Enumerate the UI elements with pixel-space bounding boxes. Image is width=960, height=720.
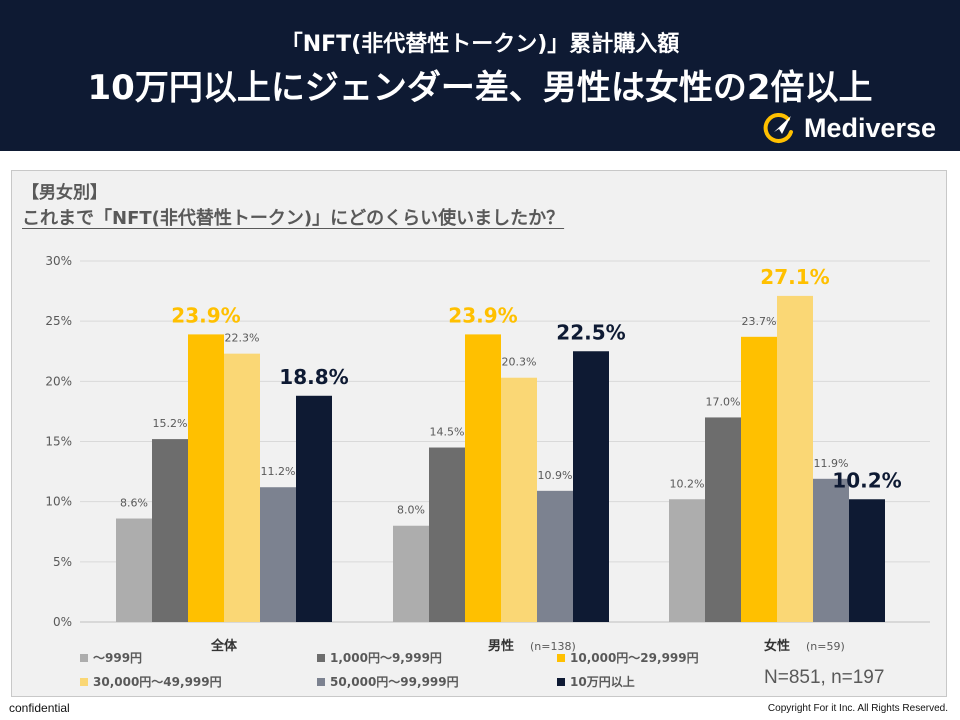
header-subtitle: 「NFT(非代替性トークン)」累計購入額 — [280, 32, 680, 57]
data-label-highlight: 10.2% — [832, 468, 901, 492]
x-category-n-label: (n=138) — [530, 640, 576, 653]
bar — [116, 518, 152, 622]
bar — [296, 395, 332, 622]
data-label: 11.9% — [814, 457, 849, 470]
data-label: 23.7% — [742, 315, 777, 328]
legend-label: 30,000円～49,999円 — [93, 675, 222, 689]
header-title: 10万円以上にジェンダー差、男性は女性の2倍以上 — [87, 68, 873, 108]
legend-swatch — [317, 654, 325, 662]
data-label: 8.0% — [397, 504, 425, 517]
y-tick-label: 15% — [45, 435, 72, 449]
bar — [188, 334, 224, 622]
brand-name: Mediverse — [804, 112, 937, 143]
bar — [849, 499, 885, 622]
x-category-n-label: (n=59) — [806, 640, 845, 653]
data-label-highlight: 18.8% — [279, 365, 348, 389]
y-tick-label: 10% — [45, 495, 72, 509]
y-tick-label: 30% — [45, 254, 72, 268]
bar — [777, 295, 813, 622]
brand-logo: Mediverse — [762, 110, 936, 146]
bar — [152, 439, 188, 622]
header-banner — [0, 0, 960, 151]
bar — [501, 377, 537, 622]
y-tick-label: 0% — [53, 615, 72, 629]
data-label: 20.3% — [502, 356, 537, 369]
data-label-highlight: 23.9% — [171, 303, 240, 327]
bar — [669, 499, 705, 622]
bar — [741, 336, 777, 622]
bar — [429, 447, 465, 622]
data-label: 22.3% — [225, 332, 260, 345]
bar — [537, 490, 573, 622]
x-category-label: 全体 — [210, 638, 238, 654]
data-label-highlight: 23.9% — [448, 303, 517, 327]
bar — [813, 478, 849, 622]
x-category-label: 男性 — [488, 638, 514, 654]
y-tick-label: 5% — [53, 555, 72, 569]
bar — [393, 525, 429, 622]
legend-swatch — [557, 654, 565, 662]
legend-swatch — [80, 678, 88, 686]
data-label: 17.0% — [706, 395, 741, 408]
footer-copyright: Copyright For it Inc. All Rights Reserve… — [767, 703, 948, 714]
data-label-highlight: 22.5% — [556, 320, 625, 344]
bar — [465, 334, 501, 622]
legend-label: 1,000円～9,999円 — [330, 651, 442, 665]
data-label-highlight: 27.1% — [760, 265, 829, 289]
legend-swatch — [317, 678, 325, 686]
data-label: 14.5% — [430, 426, 465, 439]
legend-label: ～999円 — [93, 651, 142, 665]
legend-label: 50,000円～99,999円 — [330, 675, 459, 689]
legend-swatch — [557, 678, 565, 686]
sample-size-note: N=851, n=197 — [764, 667, 885, 688]
data-label: 10.9% — [538, 469, 573, 482]
bar — [224, 353, 260, 622]
footer-confidential: confidential — [9, 701, 70, 715]
legend-swatch — [80, 654, 88, 662]
survey-question: これまで「NFT(非代替性トークン)」にどのくらい使いましたか？ — [22, 208, 565, 229]
section-label: 【男女別】 — [22, 183, 107, 203]
data-label: 10.2% — [670, 477, 705, 490]
legend-label: 10万円以上 — [570, 674, 635, 689]
data-label: 11.2% — [261, 465, 296, 478]
mediverse-logo-icon — [763, 113, 793, 143]
legend-label: 10,000円～29,999円 — [570, 651, 699, 665]
bar — [260, 487, 296, 622]
y-tick-label: 20% — [45, 374, 72, 388]
x-category-label: 女性 — [764, 638, 790, 654]
bar — [705, 417, 741, 622]
data-label: 8.6% — [120, 497, 148, 510]
data-label: 15.2% — [153, 417, 188, 430]
y-tick-label: 25% — [45, 314, 72, 328]
bar — [573, 351, 609, 622]
